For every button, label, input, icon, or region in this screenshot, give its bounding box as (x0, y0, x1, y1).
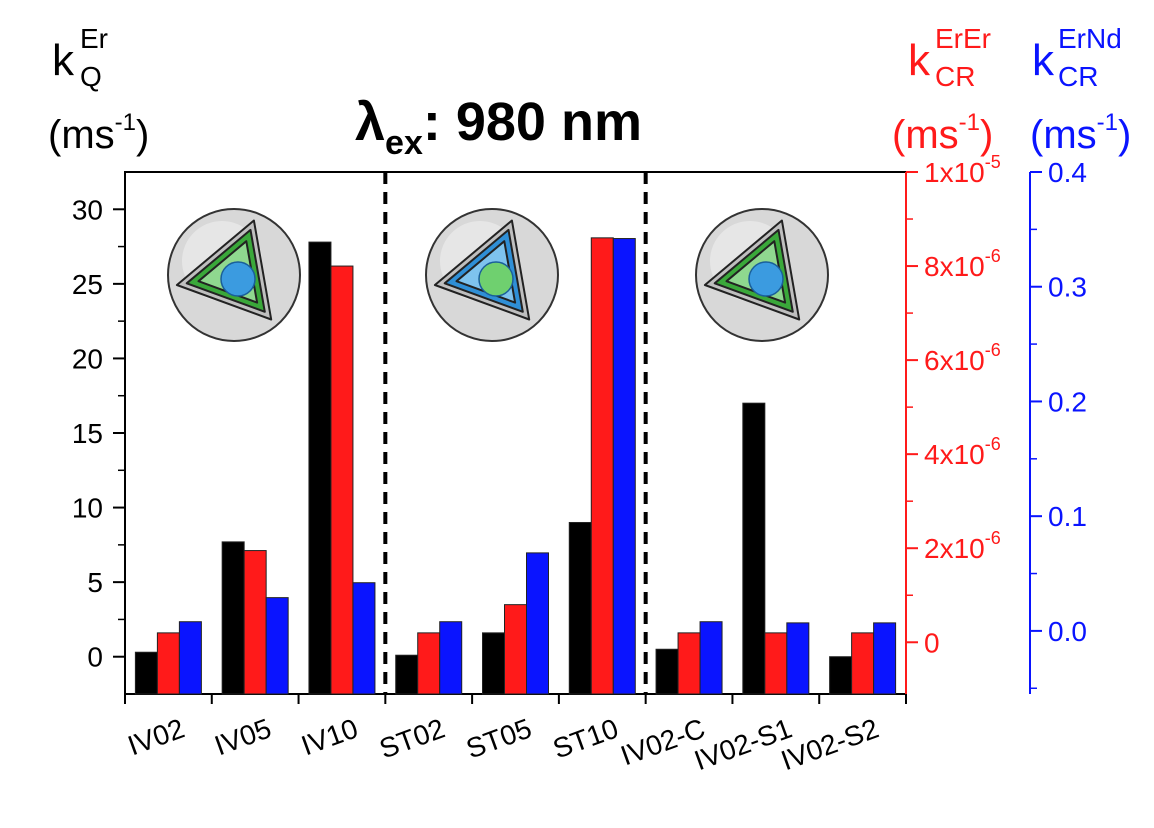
bar-st05-blue (526, 552, 549, 695)
svg-text:k: k (908, 36, 931, 85)
bar-st02-red (417, 632, 441, 695)
bar-iv02-s2-left (829, 656, 853, 695)
svg-text:k: k (1032, 36, 1055, 85)
left-tick-label: 0 (87, 642, 103, 673)
core (478, 261, 514, 297)
bar-st10-left (568, 521, 592, 695)
x-tick-label: IV10 (297, 713, 362, 762)
red-tick-label: 6x10-6 (924, 340, 1001, 376)
svg-text:Er: Er (80, 23, 108, 54)
x-tick-label: IV02 (124, 713, 189, 762)
x-axis: IV02 IV05 IV10 ST02 ST05 ST10IV02-CIV02-S1IV0… (124, 694, 907, 777)
left-tick-label: 10 (72, 493, 103, 524)
chart-title: λex: 980 nm (355, 92, 642, 162)
blue-tick-label: 0.2 (1048, 386, 1087, 417)
bar-iv05-left (221, 541, 245, 695)
red-tick-label: 0 (924, 627, 940, 658)
bar-iv02-s1-red (764, 632, 788, 695)
red-axis-title: k ErEr CR (ms-1) (892, 23, 993, 157)
bars-layer (134, 237, 897, 695)
red-tick-label: 2x10-6 (924, 528, 1001, 564)
x-tick-label: ST02 (375, 713, 449, 765)
bar-iv02-c-blue (699, 621, 723, 695)
svg-text:ErEr: ErEr (935, 23, 991, 54)
bar-st05-left (482, 632, 505, 695)
title-sub: ex (385, 124, 423, 162)
svg-text:k: k (52, 36, 75, 85)
blue-axis: 0.0 0.1 0.2 0.3 0.4 (1029, 157, 1087, 694)
bar-iv02-c-left (655, 648, 679, 695)
bar-st05-red (504, 604, 527, 695)
bar-iv02-s1-left (742, 402, 766, 695)
bar-iv10-red (330, 265, 354, 695)
title-rest: : 980 nm (423, 92, 642, 152)
x-tick-label: ST05 (462, 713, 536, 765)
inset-nanoparticle-1 (167, 208, 301, 342)
inset-nanoparticle-3 (695, 208, 829, 342)
title-lambda: λ (355, 92, 385, 152)
red-tick-label: 4x10-6 (924, 434, 1001, 470)
insets-layer (167, 208, 829, 342)
bar-st02-left (395, 654, 419, 695)
left-tick-label: 5 (87, 567, 103, 598)
blue-axis-title: k ErNd CR (ms-1) (1030, 23, 1131, 157)
red-tick-label: 8x10-6 (924, 246, 1001, 282)
red-tick-label: 1x10-5 (924, 152, 1001, 188)
left-tick-label: 20 (72, 343, 103, 374)
inset-nanoparticle-2 (425, 208, 559, 342)
bar-st10-blue (612, 238, 636, 695)
svg-text:ErNd: ErNd (1058, 23, 1122, 54)
left-tick-label: 25 (72, 269, 103, 300)
left-tick-label: 15 (72, 418, 103, 449)
core (220, 261, 256, 297)
left-tick-label: 30 (72, 194, 103, 225)
bar-iv05-blue (265, 597, 289, 695)
bar-iv02-c-red (677, 632, 701, 695)
blue-tick-label: 0.3 (1048, 272, 1087, 303)
svg-text:(ms-1): (ms-1) (892, 109, 993, 157)
bar-iv02-s2-blue (873, 622, 897, 695)
bar-iv02-red (156, 632, 180, 695)
separators-layer (383, 172, 648, 694)
svg-text:CR: CR (935, 61, 975, 92)
bar-iv05-red (243, 550, 267, 695)
x-tick-label: ST10 (549, 713, 623, 765)
x-tick-label: IV02-S1 (690, 713, 796, 777)
core (748, 261, 784, 297)
blue-tick-label: 0.1 (1048, 501, 1087, 532)
bar-iv10-blue (352, 582, 376, 695)
bar-iv10-left (308, 241, 332, 695)
blue-tick-label: 0.4 (1048, 157, 1087, 188)
bar-iv02-s2-red (851, 632, 875, 695)
bar-st10-red (590, 237, 614, 695)
svg-text:(ms-1): (ms-1) (1030, 109, 1131, 157)
left-axis: 0 5 10 15 20 25 30 (72, 194, 125, 673)
bar-iv02-left (134, 651, 158, 695)
bar-iv02-s1-blue (786, 622, 810, 695)
left-axis-title: k Er Q (ms-1) (48, 23, 149, 157)
svg-text:CR: CR (1058, 61, 1098, 92)
blue-tick-label: 0.0 (1048, 616, 1087, 647)
x-tick-label: IV05 (210, 713, 275, 762)
svg-text:(ms-1): (ms-1) (48, 109, 149, 157)
bar-iv02-blue (178, 621, 202, 695)
bar-st02-blue (439, 621, 463, 695)
red-axis: 0 2x10-6 4x10-6 6x10-6 8x10-6 1x10-5 (905, 152, 1001, 694)
svg-text:Q: Q (80, 61, 102, 92)
x-tick-label: IV02-S2 (777, 713, 883, 777)
